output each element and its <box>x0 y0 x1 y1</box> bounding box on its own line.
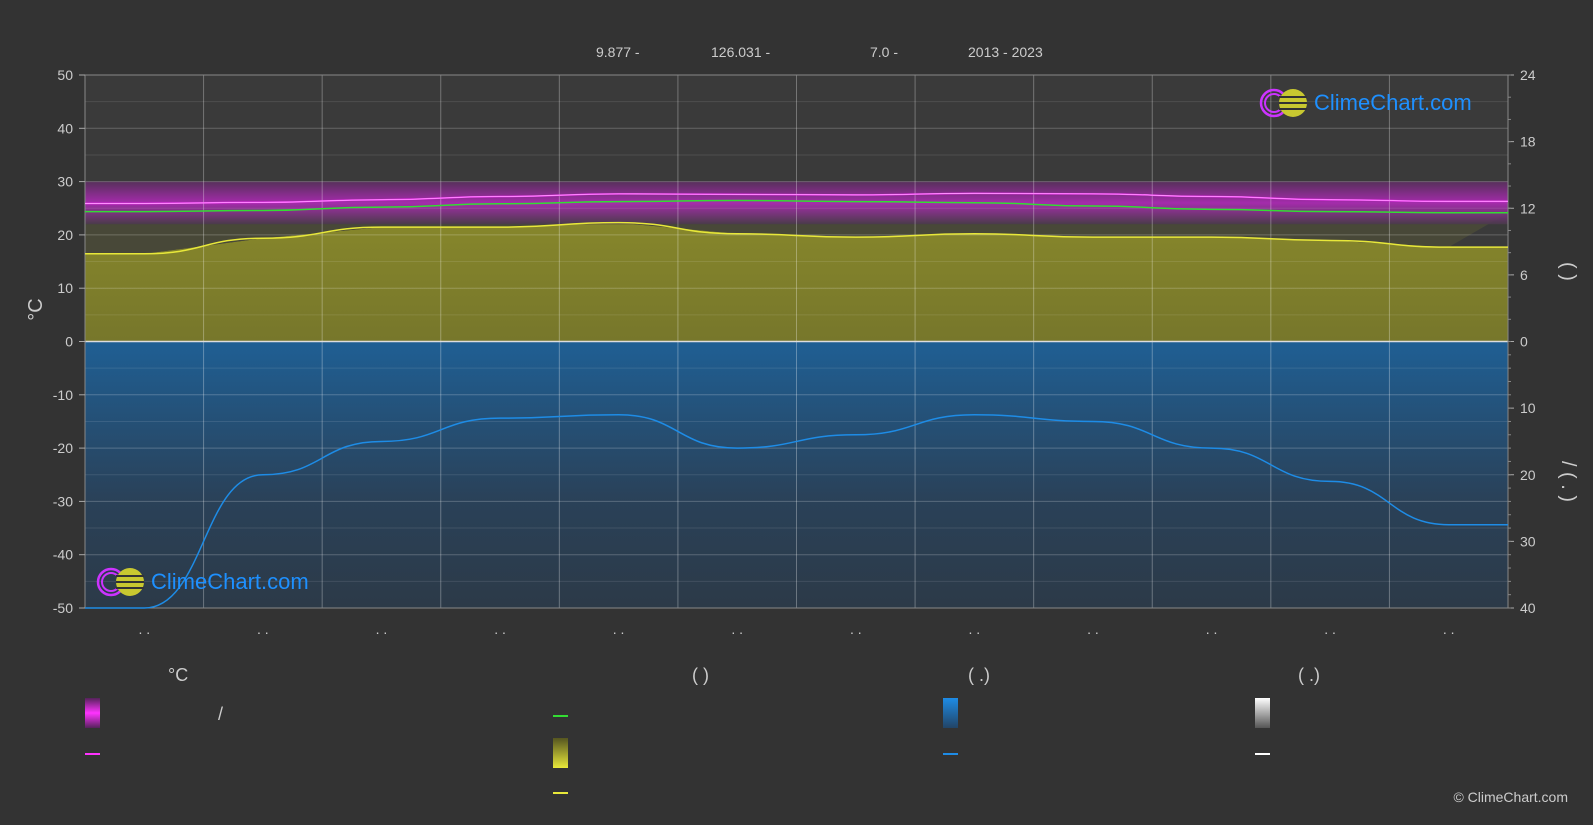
y-right-bottom-tick-label: 20 <box>1520 467 1536 483</box>
legend-swatch-precip <box>943 753 958 755</box>
legend-swatch-precip-fill <box>943 698 958 728</box>
y-left-tick-label: 40 <box>57 120 73 136</box>
y-left-axis-label: °C <box>25 298 47 320</box>
legend-swatch-temp-range <box>85 698 100 728</box>
series-line-precip <box>84 414 1508 609</box>
legend-snow-header: ( .) <box>1298 665 1320 685</box>
series-line-max-temp-highlight <box>85 192 1508 204</box>
y-right-top-tick-label: 18 <box>1520 134 1536 150</box>
y-right-top-tick-label: 24 <box>1520 67 1536 83</box>
climechart-logo-icon <box>96 567 144 597</box>
logo-text: ClimeChart.com <box>1314 90 1472 115</box>
header-elevation: 7.0 - <box>870 44 899 60</box>
series-line-mean_daylight <box>84 199 1508 214</box>
x-tick-label: . . <box>1443 621 1455 637</box>
copyright: © ClimeChart.com <box>1453 789 1568 805</box>
x-tick-label: . . <box>138 621 150 637</box>
x-tick-label: . . <box>494 621 506 637</box>
x-tick-label: . . <box>613 621 625 637</box>
header-years: 2013 - 2023 <box>968 44 1043 60</box>
y-left-tick-label: -30 <box>53 493 73 509</box>
legend-swatch-snow <box>1255 753 1270 755</box>
y-right-bottom-axis-label: / ( . ) <box>1557 461 1579 502</box>
x-tick-label: . . <box>1206 621 1218 637</box>
y-left-tick-label: 10 <box>57 280 73 296</box>
grid-lines <box>84 74 1509 609</box>
legend-slash: / <box>218 704 224 724</box>
y-left-tick-label: -20 <box>53 440 73 456</box>
header-latitude: 9.877 - <box>596 44 640 60</box>
y-left-tick-label: -50 <box>53 600 73 616</box>
y-left-tick-label: 30 <box>57 174 73 190</box>
y-right-bottom-tick-label: 30 <box>1520 533 1536 549</box>
legend-swatch-max-temp <box>85 753 100 755</box>
legend-swatch-sunshine-fill <box>553 738 568 768</box>
y-left-tick-label: -40 <box>53 547 73 563</box>
legend-swatch-snow-fill <box>1255 698 1270 728</box>
series-line-sunshine <box>85 221 1508 255</box>
y-right-top-tick-label: 12 <box>1520 200 1536 216</box>
x-tick-label: . . <box>257 621 269 637</box>
x-tick-label: . . <box>850 621 862 637</box>
climechart-logo-icon <box>1259 88 1307 118</box>
y-right-top-tick-label: 0 <box>1520 334 1528 350</box>
y-left-tick-label: 0 <box>65 334 73 350</box>
legend-swatch-daylight <box>553 715 568 717</box>
temperature-range-band <box>85 181 1508 225</box>
logo-bottom: ClimeChart.com <box>95 565 309 599</box>
y-left-tick-label: 20 <box>57 227 73 243</box>
logo-top: ClimeChart.com <box>1258 86 1472 120</box>
legend-sun-header: ( ) <box>692 665 709 685</box>
precipitation-fill <box>85 341 1508 608</box>
series-lines <box>84 192 1508 609</box>
x-tick-label: . . <box>969 621 981 637</box>
y-left-tick-label: -10 <box>53 387 73 403</box>
data-bands <box>85 181 1508 608</box>
y-right-top-axis-label: ( ) <box>1557 262 1579 281</box>
y-right-bottom-tick-label: 40 <box>1520 600 1536 616</box>
legend-temperature-header: °C <box>168 665 189 685</box>
x-tick-label: . . <box>1087 621 1099 637</box>
axes: 50 40 30 20 10 0 -10 -20 -30 -40 -50 °C 24 18 12 6 0 10 20… <box>25 67 1579 637</box>
y-right-bottom-tick-label: 10 <box>1520 400 1536 416</box>
sunshine-fill <box>85 222 1508 342</box>
logo-text: ClimeChart.com <box>151 569 309 594</box>
header-longitude: 126.031 - <box>711 44 771 60</box>
x-tick-label: . . <box>1324 621 1336 637</box>
x-tick-label: . . <box>731 621 743 637</box>
legend-rain-header: ( .) <box>968 665 990 685</box>
legend-swatch-sunshine <box>553 792 568 794</box>
x-tick-label: . . <box>376 621 388 637</box>
y-left-tick-label: 50 <box>57 67 73 83</box>
y-right-top-tick-label: 6 <box>1520 267 1528 283</box>
